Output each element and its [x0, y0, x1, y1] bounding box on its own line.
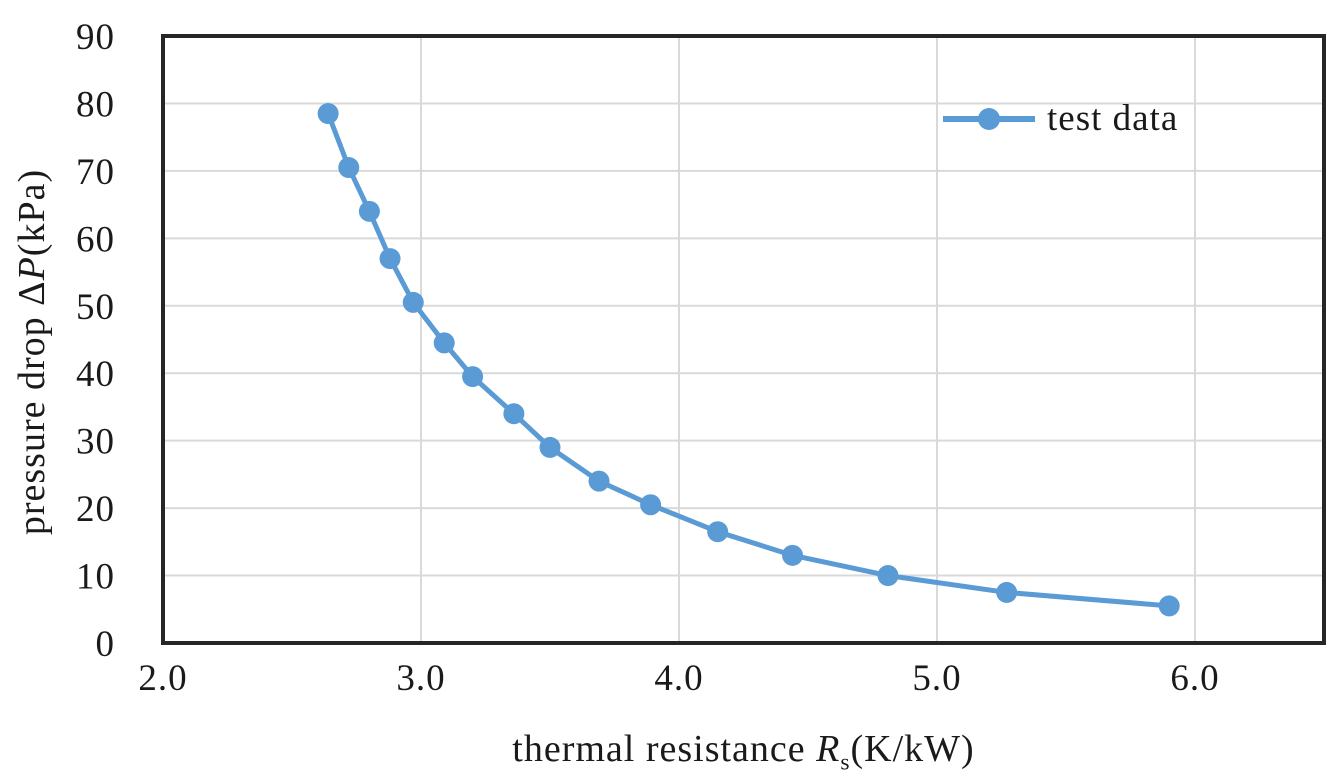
data-point-marker: [588, 470, 610, 492]
data-point-marker: [640, 494, 662, 516]
y-tick-label: 60: [76, 219, 115, 260]
legend-label: test data: [1047, 98, 1179, 139]
data-point-marker: [782, 544, 804, 566]
data-point-marker: [877, 565, 899, 587]
data-point-marker: [358, 200, 380, 222]
plot-border: [161, 34, 1326, 645]
x-tick-label: 3.0: [396, 658, 445, 699]
y-axis-title: pressure drop ΔP(kPa): [10, 169, 54, 535]
x-axis-title-units: (K/kW): [850, 728, 975, 770]
y-tick-label: 30: [76, 422, 115, 463]
series-line: [325, 111, 1172, 609]
x-axis-title: thermal resistance Rs(K/kW): [163, 727, 1324, 774]
x-tick-label: 2.0: [138, 658, 187, 699]
y-tick-label: 20: [76, 489, 115, 530]
data-point-marker: [1158, 595, 1180, 617]
data-point-marker: [707, 521, 729, 543]
y-tick-label: 40: [76, 354, 115, 395]
legend: test data: [941, 97, 1178, 140]
y-axis-title-symbol: P: [11, 256, 53, 281]
data-point-marker: [433, 332, 455, 354]
y-axis-title-units: (kPa): [11, 168, 53, 257]
x-axis-title-symbol: R: [816, 728, 841, 770]
y-tick-label: 0: [96, 624, 116, 665]
x-tick-label: 5.0: [912, 658, 961, 699]
y-tick-label: 90: [76, 17, 115, 58]
y-tick-label: 50: [76, 287, 115, 328]
data-point-marker: [996, 581, 1018, 603]
x-tick-label: 4.0: [654, 658, 703, 699]
y-axis-title-text: pressure drop Δ: [11, 280, 53, 536]
data-point-marker: [539, 436, 561, 458]
x-tick-label: 6.0: [1170, 658, 1219, 699]
data-point-marker: [338, 157, 360, 179]
x-axis-title-subscript: s: [840, 749, 851, 776]
data-point-marker: [462, 366, 484, 388]
data-point-marker: [317, 103, 339, 125]
data-point-marker: [379, 248, 401, 270]
y-tick-label: 80: [76, 84, 115, 125]
y-tick-label: 70: [76, 152, 115, 193]
y-tick-label: 10: [76, 557, 115, 598]
legend-marker-icon: [943, 107, 1035, 130]
x-axis-title-text: thermal resistance: [512, 728, 817, 770]
data-point-marker: [503, 403, 525, 425]
data-point-marker: [402, 291, 424, 313]
